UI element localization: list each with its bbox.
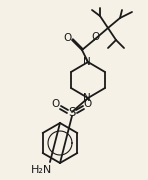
Text: N: N <box>83 57 91 67</box>
Text: H₂N: H₂N <box>31 165 53 175</box>
Text: O: O <box>52 99 60 109</box>
Text: N: N <box>83 93 91 103</box>
Text: O: O <box>84 99 92 109</box>
Text: O: O <box>64 33 72 43</box>
Text: S: S <box>68 105 76 118</box>
Text: O: O <box>92 32 100 42</box>
